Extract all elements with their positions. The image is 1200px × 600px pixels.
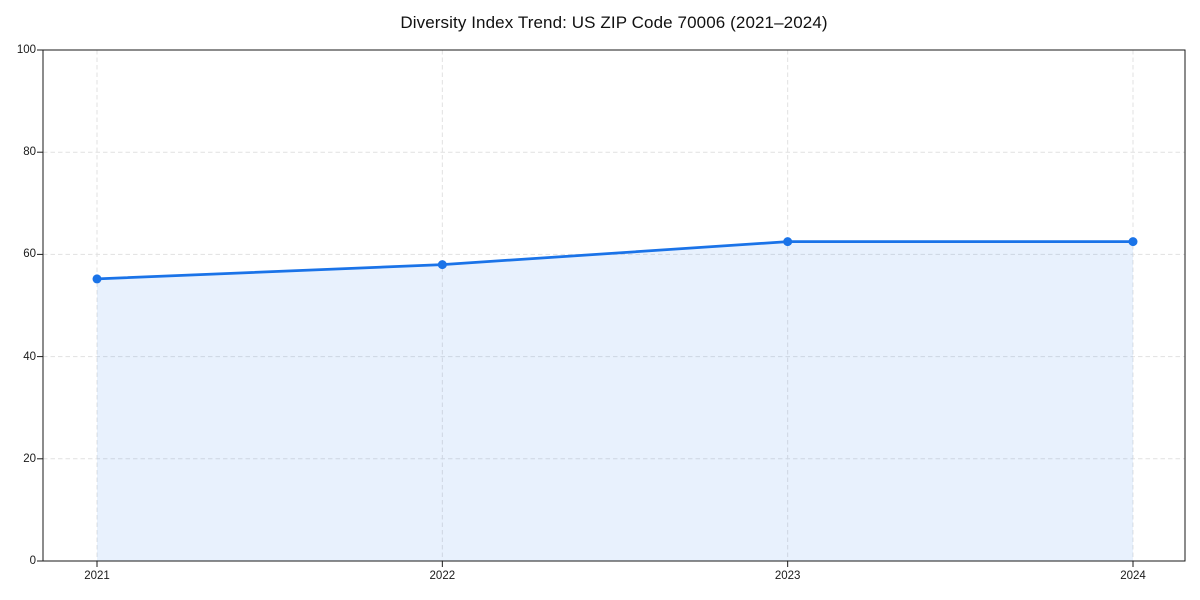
chart-title: Diversity Index Trend: US ZIP Code 70006… xyxy=(400,13,828,32)
y-axis-tick-label: 60 xyxy=(23,248,36,261)
x-axis-tick-label: 2024 xyxy=(1120,570,1146,582)
data-point-marker xyxy=(783,237,793,247)
y-axis-tick-label: 100 xyxy=(16,44,36,56)
x-axis-tick-label: 2021 xyxy=(84,570,110,582)
x-axis-tick-label: 2022 xyxy=(429,570,456,582)
data-point-marker xyxy=(92,274,102,284)
y-axis-tick-label: 0 xyxy=(29,555,36,567)
x-axis-tick-label: 2023 xyxy=(774,570,801,582)
plot-border xyxy=(42,49,1186,562)
area-fill xyxy=(97,241,1133,561)
y-axis-tick-label: 20 xyxy=(23,452,36,465)
data-point-marker xyxy=(437,260,447,270)
trend-line xyxy=(95,240,1135,281)
data-point-marker xyxy=(1128,237,1138,247)
y-axis-tick-label: 80 xyxy=(23,146,36,159)
y-axis-tick-label: 40 xyxy=(23,350,36,363)
